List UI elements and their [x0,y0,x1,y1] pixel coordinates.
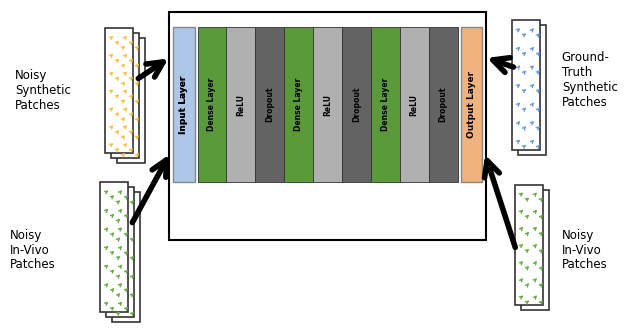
Bar [173,27,195,182]
Bar [371,27,400,182]
Text: Dropout: Dropout [439,87,447,122]
Bar [400,27,428,182]
Text: ReLU: ReLU [236,94,245,116]
Bar [169,12,487,240]
Bar [461,27,482,182]
Text: Dense Layer: Dense Layer [294,78,303,131]
Text: ReLU: ReLU [323,94,332,116]
Bar [112,192,140,322]
Bar [111,33,139,158]
Bar [515,185,543,305]
Bar [255,27,284,182]
Text: Noisy
In-Vivo
Patches: Noisy In-Vivo Patches [562,228,607,272]
Bar [198,27,226,182]
Text: Dropout: Dropout [352,87,361,122]
Text: ReLU: ReLU [410,94,419,116]
Text: Noisy
Synthetic
Patches: Noisy Synthetic Patches [15,68,71,112]
Text: Input Layer: Input Layer [179,75,188,134]
Text: Noisy
In-Vivo
Patches: Noisy In-Vivo Patches [10,228,56,272]
Bar [518,25,546,155]
Text: Dense Layer: Dense Layer [381,78,390,131]
Bar [284,27,313,182]
Bar [313,27,342,182]
Bar [105,28,133,153]
Bar [100,182,128,312]
Text: Ground-
Truth
Synthetic
Patches: Ground- Truth Synthetic Patches [562,51,617,109]
Text: Dropout: Dropout [265,87,274,122]
Text: Output Layer: Output Layer [467,71,476,138]
Bar [512,20,540,150]
Bar [428,27,458,182]
Bar [521,190,549,310]
Text: Dense Layer: Dense Layer [207,78,216,131]
Bar [117,38,145,163]
Bar [106,187,134,317]
Bar [342,27,371,182]
Bar [226,27,255,182]
Text: Input Layer: Input Layer [179,75,188,134]
